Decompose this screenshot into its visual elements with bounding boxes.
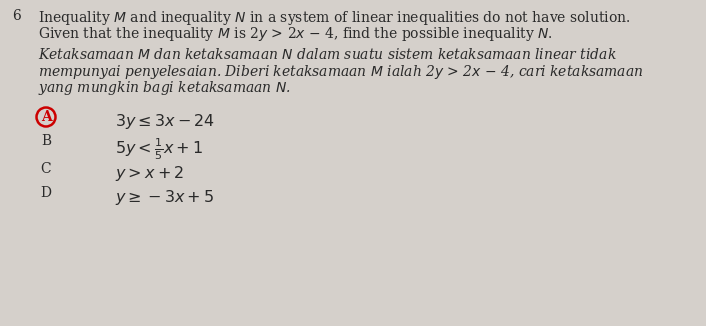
Text: $y > x + 2$: $y > x + 2$ (115, 164, 184, 183)
Text: 6: 6 (12, 9, 20, 23)
Text: C: C (41, 162, 52, 176)
Text: Given that the inequality $M$ is 2$y$ > 2$x$ − 4, find the possible inequality $: Given that the inequality $M$ is 2$y$ > … (38, 25, 553, 43)
Text: $5y < \frac{1}{5}x + 1$: $5y < \frac{1}{5}x + 1$ (115, 136, 203, 162)
Text: A: A (41, 110, 52, 124)
Text: mempunyai penyelesaian. Diberi ketaksamaan $M$ ialah 2$y$ > 2$x$ − 4, cari ketak: mempunyai penyelesaian. Diberi ketaksama… (38, 63, 643, 81)
Text: B: B (41, 134, 51, 148)
Text: $3y \leq 3x - 24$: $3y \leq 3x - 24$ (115, 112, 215, 131)
Text: Ketaksamaan $M$ dan ketaksamaan $N$ dalam suatu sistem ketaksamaan linear tidak: Ketaksamaan $M$ dan ketaksamaan $N$ dala… (38, 47, 616, 62)
Text: D: D (40, 186, 52, 200)
Text: $y \geq -3x + 5$: $y \geq -3x + 5$ (115, 188, 214, 207)
Text: Inequality $M$ and inequality $N$ in a system of linear inequalities do not have: Inequality $M$ and inequality $N$ in a s… (38, 9, 630, 27)
Text: yang mungkin bagi ketaksamaan $N$.: yang mungkin bagi ketaksamaan $N$. (38, 79, 291, 97)
